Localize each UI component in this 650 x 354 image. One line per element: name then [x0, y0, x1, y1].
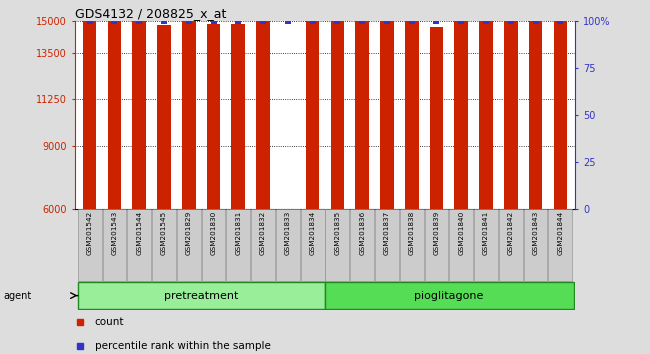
Bar [231, 24, 245, 209]
Text: GSM201842: GSM201842 [508, 211, 514, 255]
Bar [356, 0, 369, 209]
Bar [207, 24, 220, 209]
FancyBboxPatch shape [177, 209, 201, 281]
Text: GSM201835: GSM201835 [334, 211, 341, 255]
FancyBboxPatch shape [350, 209, 374, 281]
Point [530, 18, 541, 24]
FancyBboxPatch shape [326, 209, 349, 281]
FancyBboxPatch shape [251, 209, 275, 281]
Point [283, 18, 293, 24]
Point [481, 18, 491, 24]
Text: pioglitagone: pioglitagone [414, 291, 484, 301]
Text: GSM201545: GSM201545 [161, 211, 167, 255]
Text: GSM201839: GSM201839 [434, 211, 439, 255]
Bar [380, 0, 394, 209]
Text: GSM201837: GSM201837 [384, 211, 390, 255]
Point [432, 18, 442, 24]
FancyBboxPatch shape [449, 209, 473, 281]
FancyBboxPatch shape [152, 209, 176, 281]
Text: GSM201843: GSM201843 [532, 211, 539, 255]
Point [406, 18, 417, 24]
FancyBboxPatch shape [202, 209, 226, 281]
FancyBboxPatch shape [375, 209, 399, 281]
Bar [157, 25, 171, 209]
Text: GSM201841: GSM201841 [483, 211, 489, 255]
FancyBboxPatch shape [400, 209, 424, 281]
Bar [504, 0, 517, 209]
Text: GSM201830: GSM201830 [211, 211, 216, 255]
Text: GSM201840: GSM201840 [458, 211, 464, 255]
Text: GSM201836: GSM201836 [359, 211, 365, 255]
FancyBboxPatch shape [324, 282, 574, 309]
Bar [83, 17, 96, 209]
Bar [306, 19, 319, 209]
Bar [454, 9, 468, 209]
Bar [479, 0, 493, 209]
FancyBboxPatch shape [226, 209, 250, 281]
Point [233, 18, 244, 24]
Point [159, 18, 169, 24]
Text: percentile rank within the sample: percentile rank within the sample [95, 341, 270, 350]
Text: GSM201832: GSM201832 [260, 211, 266, 255]
Point [382, 18, 392, 24]
Point [109, 18, 120, 24]
Text: GDS4132 / 208825_x_at: GDS4132 / 208825_x_at [75, 7, 226, 20]
Point [357, 18, 367, 24]
FancyBboxPatch shape [499, 209, 523, 281]
Text: agent: agent [3, 291, 31, 301]
Text: GSM201833: GSM201833 [285, 211, 291, 255]
Point [456, 18, 467, 24]
Bar [331, 0, 345, 209]
Bar [554, 0, 567, 209]
FancyBboxPatch shape [276, 209, 300, 281]
Text: pretreatment: pretreatment [164, 291, 239, 301]
Point [258, 18, 268, 24]
FancyBboxPatch shape [474, 209, 498, 281]
Bar [430, 28, 443, 209]
Text: GSM201829: GSM201829 [186, 211, 192, 255]
Text: GSM201838: GSM201838 [409, 211, 415, 255]
Point [84, 18, 95, 24]
Text: GSM201543: GSM201543 [111, 211, 118, 255]
Point [183, 18, 194, 24]
Text: GSM201834: GSM201834 [309, 211, 316, 255]
FancyBboxPatch shape [549, 209, 572, 281]
FancyBboxPatch shape [103, 209, 126, 281]
Bar [256, 0, 270, 209]
Point [332, 18, 343, 24]
FancyBboxPatch shape [78, 209, 101, 281]
Bar [529, 0, 542, 209]
Point [134, 18, 144, 24]
Text: GSM201831: GSM201831 [235, 211, 241, 255]
Bar [133, 21, 146, 209]
Text: GSM201844: GSM201844 [558, 211, 564, 255]
Bar [108, 19, 121, 209]
Bar [405, 0, 419, 209]
FancyBboxPatch shape [524, 209, 547, 281]
Point [208, 18, 218, 24]
Text: GSM201542: GSM201542 [86, 211, 92, 255]
Text: count: count [95, 317, 124, 327]
Point [307, 18, 318, 24]
FancyBboxPatch shape [301, 209, 324, 281]
FancyBboxPatch shape [424, 209, 448, 281]
Point [506, 18, 516, 24]
FancyBboxPatch shape [127, 209, 151, 281]
Text: GSM201544: GSM201544 [136, 211, 142, 255]
Point [555, 18, 566, 24]
FancyBboxPatch shape [78, 282, 324, 309]
Bar [182, 11, 196, 209]
